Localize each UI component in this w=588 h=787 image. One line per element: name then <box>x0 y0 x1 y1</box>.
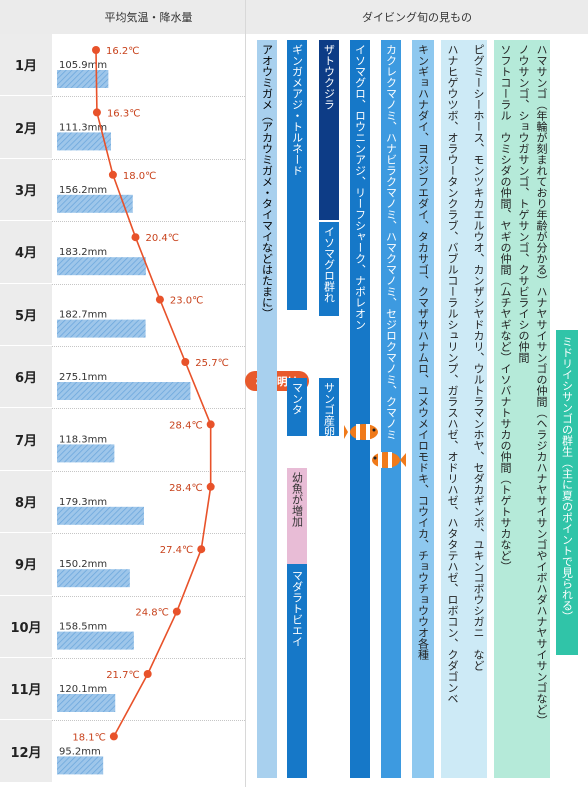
sighting-turtle: アオウミガメ（アカウミガメ・タイマイなどはたまに） <box>257 40 277 778</box>
temperature-point <box>206 420 215 429</box>
rainfall-bar <box>57 444 115 463</box>
month-label: 5月 <box>0 283 52 346</box>
month-label: 10月 <box>0 595 52 658</box>
row-divider <box>52 470 245 472</box>
rainfall-label: 150.2mm <box>59 559 107 570</box>
rainfall-bar <box>57 132 111 151</box>
row-divider <box>52 533 245 535</box>
temperature-point <box>181 358 190 366</box>
rainfall-label: 156.2mm <box>59 185 107 196</box>
rainfall-label: 120.1mm <box>59 684 107 695</box>
rainfall-bar <box>57 756 104 775</box>
clownfish-icon-1 <box>344 424 378 440</box>
header-corner <box>0 0 52 34</box>
month-label: 4月 <box>0 221 52 284</box>
sighting-humpback: ザトウクジラ <box>319 40 339 220</box>
sighting-manta: マンタ <box>287 378 307 436</box>
rainfall-label: 183.2mm <box>59 247 107 258</box>
rainfall-bar <box>57 506 144 525</box>
rainfall-bar <box>57 631 134 650</box>
month-label: 3月 <box>0 158 52 222</box>
rainfall-label: 95.2mm <box>59 746 101 757</box>
temperature-label: 20.4℃ <box>145 233 179 244</box>
temperature-label: 27.4℃ <box>160 545 194 556</box>
rainfall-bar <box>57 257 146 276</box>
sighting-eagle-ray: マダラトビエイ <box>287 564 307 778</box>
temperature-label: 28.4℃ <box>169 483 203 494</box>
row-divider <box>52 658 245 659</box>
row-divider <box>52 720 245 722</box>
weather-chart: 105.9mm 111.3mm 156.2mm 183.2mm 182.7mm 275.1… <box>57 46 229 775</box>
month-label: 9月 <box>0 533 52 596</box>
month-label: 12月 <box>0 720 52 783</box>
month-label: 7月 <box>0 408 52 471</box>
header-sightings: ダイビング旬の見もの <box>246 0 588 34</box>
clownfish-icon-2 <box>372 452 406 468</box>
row-divider <box>52 346 245 347</box>
temperature-point <box>131 233 140 242</box>
rainfall-bar <box>57 319 146 338</box>
temperature-point <box>92 108 101 117</box>
rainfall-label: 111.3mm <box>59 122 107 133</box>
sighting-juveniles: 幼魚が増加 <box>287 468 307 564</box>
temperature-label: 18.1℃ <box>72 732 106 743</box>
month-label: 8月 <box>0 470 52 534</box>
month-label: 1月 <box>0 34 52 97</box>
temperature-point <box>206 482 215 491</box>
temperature-label: 16.2℃ <box>106 46 140 57</box>
row-divider <box>52 283 245 285</box>
temperature-point <box>143 670 152 678</box>
rainfall-bar <box>57 569 130 588</box>
month-label: 11月 <box>0 658 52 721</box>
sighting-dogtooth-tuna: イソマグロ群れ <box>319 222 339 316</box>
rainfall-label: 158.5mm <box>59 622 107 633</box>
sighting-macro: ピグミーシーホース、モンツキカエルウオ、カンザシヤドカリ、ウルトラマンホヤ、セダ… <box>441 40 487 778</box>
sighting-bigeye-trevally: ギンガメアジ・トルネード <box>287 40 307 310</box>
temperature-label: 24.8℃ <box>135 608 169 619</box>
rainfall-label: 182.7mm <box>59 310 107 321</box>
rainfall-bar <box>57 194 133 213</box>
temperature-point <box>155 295 164 304</box>
rainfall-bar <box>57 382 191 400</box>
temperature-point <box>92 46 100 54</box>
clownfish-icon <box>344 424 406 468</box>
month-label: 2月 <box>0 96 52 159</box>
row-divider <box>52 158 245 160</box>
month-label: 6月 <box>0 346 52 409</box>
temperature-label: 25.7℃ <box>195 358 229 369</box>
sighting-coral-spawning: サンゴ産卵 <box>319 378 339 437</box>
temperature-point <box>108 170 117 179</box>
sighting-pelagics: イソマグロ、ロウニンアジ、リーフシャーク、ナポレオン <box>350 40 370 778</box>
rainfall-label: 275.1mm <box>59 372 107 383</box>
header-weather: 平均気温・降水量 <box>52 0 245 34</box>
rainfall-bar <box>57 694 116 712</box>
sighting-reef-fish: キンギョハナダイ、ヨスジフエダイ、タカサゴ、クマザサハナムロ、ユメウメイロモドキ… <box>412 40 434 778</box>
column-divider <box>245 0 246 787</box>
temperature-point <box>172 607 181 616</box>
temperature-line <box>95 49 212 737</box>
temperature-label: 23.0℃ <box>170 296 204 307</box>
temperature-label: 21.7℃ <box>106 670 140 681</box>
rainfall-label: 118.3mm <box>59 434 107 445</box>
sighting-acropora: ミドリイシサンゴの群生（主に夏のポイントで見られる） <box>556 330 578 655</box>
row-divider <box>52 408 245 410</box>
rainfall-bar <box>57 70 109 88</box>
row-divider <box>52 595 245 597</box>
temperature-label: 18.0℃ <box>123 171 157 182</box>
sighting-corals: ハマサンゴ（年輪が刻まれており年齢が分かる）ハナヤサイサンゴの仲間（ヘラジカハナ… <box>494 40 550 778</box>
temperature-point <box>109 732 118 741</box>
sighting-anemonefish: カクレクマノミ、ハナビラクマノミ、ハマクマノミ、セジロクマノミ、クマノミ <box>381 40 401 778</box>
rainfall-label: 105.9mm <box>59 60 107 71</box>
temperature-point <box>197 545 206 554</box>
temperature-label: 28.4℃ <box>169 420 203 431</box>
row-divider <box>52 96 245 98</box>
rainfall-label: 179.3mm <box>59 497 107 508</box>
temperature-label: 16.3℃ <box>107 108 141 119</box>
row-divider <box>52 221 245 223</box>
